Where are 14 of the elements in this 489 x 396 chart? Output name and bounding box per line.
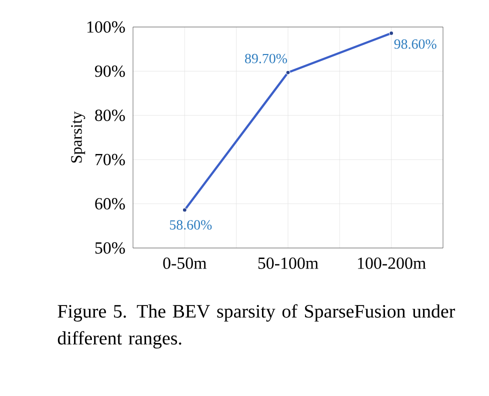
y-tick-label: 50% xyxy=(95,242,125,254)
caption: Figure 5. The BEV sparsity of SparseFusion under different ranges. xyxy=(58,304,456,349)
data-label: 58.60% xyxy=(170,220,212,230)
y-axis-title: Sparsity xyxy=(71,111,86,163)
x-tick-label: 100-200m xyxy=(358,258,426,269)
data-label: 89.70% xyxy=(245,54,288,64)
y-tick-label: 70% xyxy=(96,154,125,166)
y-tick-label: 80% xyxy=(95,110,125,122)
data-label: 98.60% xyxy=(394,39,436,49)
x-tick-label: 50-100m xyxy=(258,258,318,269)
y-tick-label: 100% xyxy=(87,21,125,33)
x-tick-label: 0-50m xyxy=(163,258,207,269)
y-tick-label: 90% xyxy=(94,65,125,77)
y-tick-label: 60% xyxy=(95,198,125,210)
